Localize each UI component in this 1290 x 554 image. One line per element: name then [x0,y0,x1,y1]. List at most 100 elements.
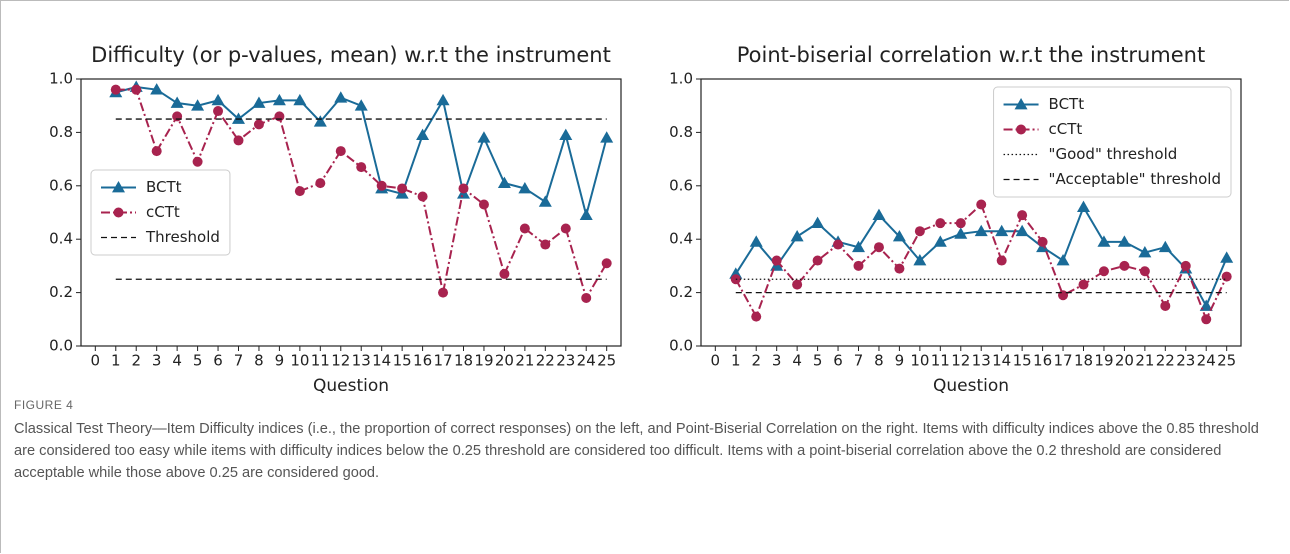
marker [293,93,307,106]
marker [1098,266,1109,277]
x-tick-label: 5 [813,352,823,370]
x-axis-label: Question [933,376,1009,396]
marker [1199,299,1213,311]
marker [792,279,803,290]
marker [113,207,124,218]
series-line [734,204,1228,309]
marker [499,268,510,279]
x-tick-label: 2 [751,352,761,370]
series-line [734,202,1228,322]
marker [1097,235,1111,247]
x-tick-label: 19 [1094,352,1113,370]
marker [192,156,203,167]
marker [233,135,244,146]
marker [518,181,532,194]
marker [1017,210,1028,221]
marker [438,287,449,298]
marker [172,111,183,122]
y-tick-label: 0.2 [669,283,693,301]
x-tick-label: 12 [951,352,970,370]
marker [601,258,612,269]
x-tick-label: 9 [895,352,905,370]
x-tick-label: 2 [131,352,141,370]
x-tick-label: 15 [1013,352,1032,370]
marker [397,183,408,194]
marker [771,255,782,266]
marker [354,99,368,111]
x-tick-label: 13 [352,352,371,370]
marker [1221,271,1232,282]
marker [1117,235,1131,247]
x-tick-label: 6 [213,352,223,370]
x-tick-label: 8 [254,352,264,370]
y-tick-label: 0.0 [49,337,73,355]
y-tick-label: 1.0 [49,70,73,88]
legend-label: BCTt [146,178,182,196]
marker [131,84,142,95]
marker [253,119,264,130]
marker [1180,260,1191,271]
marker [458,183,469,194]
marker [560,223,571,234]
marker [497,176,511,189]
marker [538,195,552,207]
x-tick-label: 18 [454,352,473,370]
marker [540,239,551,250]
y-tick-label: 0.6 [669,176,693,194]
marker [974,224,988,237]
marker [581,292,592,303]
marker [519,223,530,234]
y-tick-label: 0.6 [49,176,73,194]
x-tick-label: 24 [1197,352,1216,370]
marker [873,242,884,253]
y-tick-label: 0.0 [669,337,693,355]
marker [811,216,825,229]
x-tick-label: 7 [234,352,244,370]
marker [112,181,125,193]
marker [213,106,224,117]
marker [1139,266,1150,277]
x-tick-label: 11 [931,352,950,370]
marker [252,96,266,108]
marker [376,180,387,191]
marker [955,218,966,229]
legend: BCTt cCTt "Good" threshold "Acceptable" thr… [993,86,1232,198]
y-tick-label: 0.4 [669,230,693,248]
marker [790,230,804,242]
marker [150,83,164,95]
marker [1220,251,1234,263]
marker [751,311,762,322]
x-tick-label: 0 [91,352,101,370]
chart-title: Difficulty (or p-values, mean) w.r.t the… [91,43,611,67]
marker [1056,254,1070,266]
y-tick-label: 0.8 [669,123,693,141]
legend-label: Threshold [145,228,220,246]
marker [579,208,593,221]
marker [954,227,968,239]
marker [995,224,1009,237]
x-tick-label: 8 [874,352,884,370]
legend-label: cCTt [1049,120,1083,138]
y-tick-label: 1.0 [669,70,693,88]
x-tick-label: 14 [992,352,1011,370]
marker [417,191,428,202]
y-tick-label: 0.8 [49,123,73,141]
marker [935,218,946,229]
marker [1138,246,1152,258]
x-tick-label: 16 [1033,352,1052,370]
x-tick-label: 10 [290,352,309,370]
legend: BCTt cCTt Threshold [90,169,231,256]
x-tick-label: 21 [1135,352,1154,370]
marker [272,93,286,106]
marker [191,99,205,111]
marker [976,199,987,210]
x-tick-label: 25 [1217,352,1236,370]
marker [294,186,305,197]
marker [559,128,573,140]
marker [334,91,348,103]
x-tick-label: 24 [577,352,596,370]
marker [600,131,614,143]
marker [477,131,491,143]
x-tick-label: 10 [910,352,929,370]
